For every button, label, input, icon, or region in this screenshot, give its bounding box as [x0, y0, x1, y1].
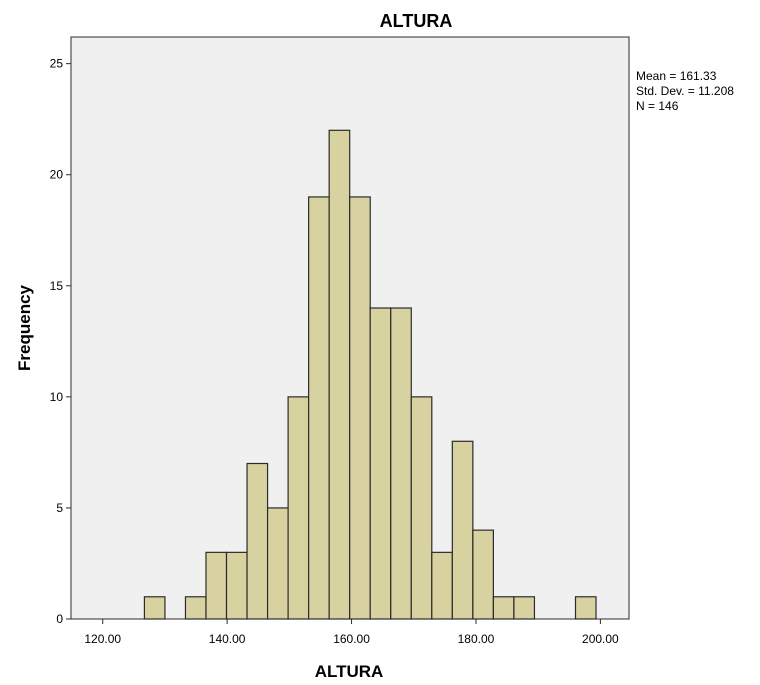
histogram-bar	[308, 196, 330, 620]
y-tick-label: 15	[50, 279, 64, 293]
y-tick-label: 5	[56, 501, 63, 515]
histogram-bar	[225, 551, 248, 620]
y-tick-label: 25	[50, 57, 64, 71]
y-axis-title: Frequency	[15, 284, 34, 371]
x-axis: 120.00 140.00 160.00 180.00 200.00	[84, 619, 619, 646]
y-tick-label: 10	[50, 390, 64, 404]
histogram-bar	[513, 596, 536, 620]
x-tick-label: 120.00	[84, 632, 121, 646]
histogram-bar	[143, 596, 166, 620]
histogram-bar	[349, 196, 371, 620]
y-axis: 0 5 10 15 20 25	[50, 57, 71, 626]
histogram-bar	[492, 596, 515, 620]
statistics-box: Mean = 161.33 Std. Dev. = 11.208 N = 146	[636, 69, 734, 113]
x-tick-label: 180.00	[458, 632, 495, 646]
bars-group	[143, 129, 597, 620]
histogram-bar	[472, 529, 494, 620]
y-tick-label: 20	[50, 168, 64, 182]
histogram-bar	[574, 596, 597, 620]
histogram-bar	[246, 462, 269, 620]
x-axis-title: ALTURA	[315, 662, 384, 681]
stat-n: N = 146	[636, 99, 679, 113]
chart-title: ALTURA	[380, 11, 453, 31]
histogram-bar	[184, 596, 207, 620]
histogram-bar	[205, 551, 228, 620]
stat-mean: Mean = 161.33	[636, 69, 717, 83]
x-tick-label: 200.00	[582, 632, 619, 646]
histogram-bar	[451, 440, 474, 620]
histogram-bar	[390, 307, 412, 620]
histogram-bar	[328, 129, 351, 620]
stat-std-dev: Std. Dev. = 11.208	[636, 84, 734, 98]
histogram-bar	[431, 551, 453, 620]
histogram-bar	[266, 507, 289, 620]
x-tick-label: 160.00	[333, 632, 370, 646]
y-tick-label: 0	[56, 612, 63, 626]
histogram-bar	[287, 396, 310, 620]
histogram-bar	[410, 396, 433, 620]
histogram-bar	[369, 307, 392, 620]
x-tick-label: 140.00	[209, 632, 246, 646]
